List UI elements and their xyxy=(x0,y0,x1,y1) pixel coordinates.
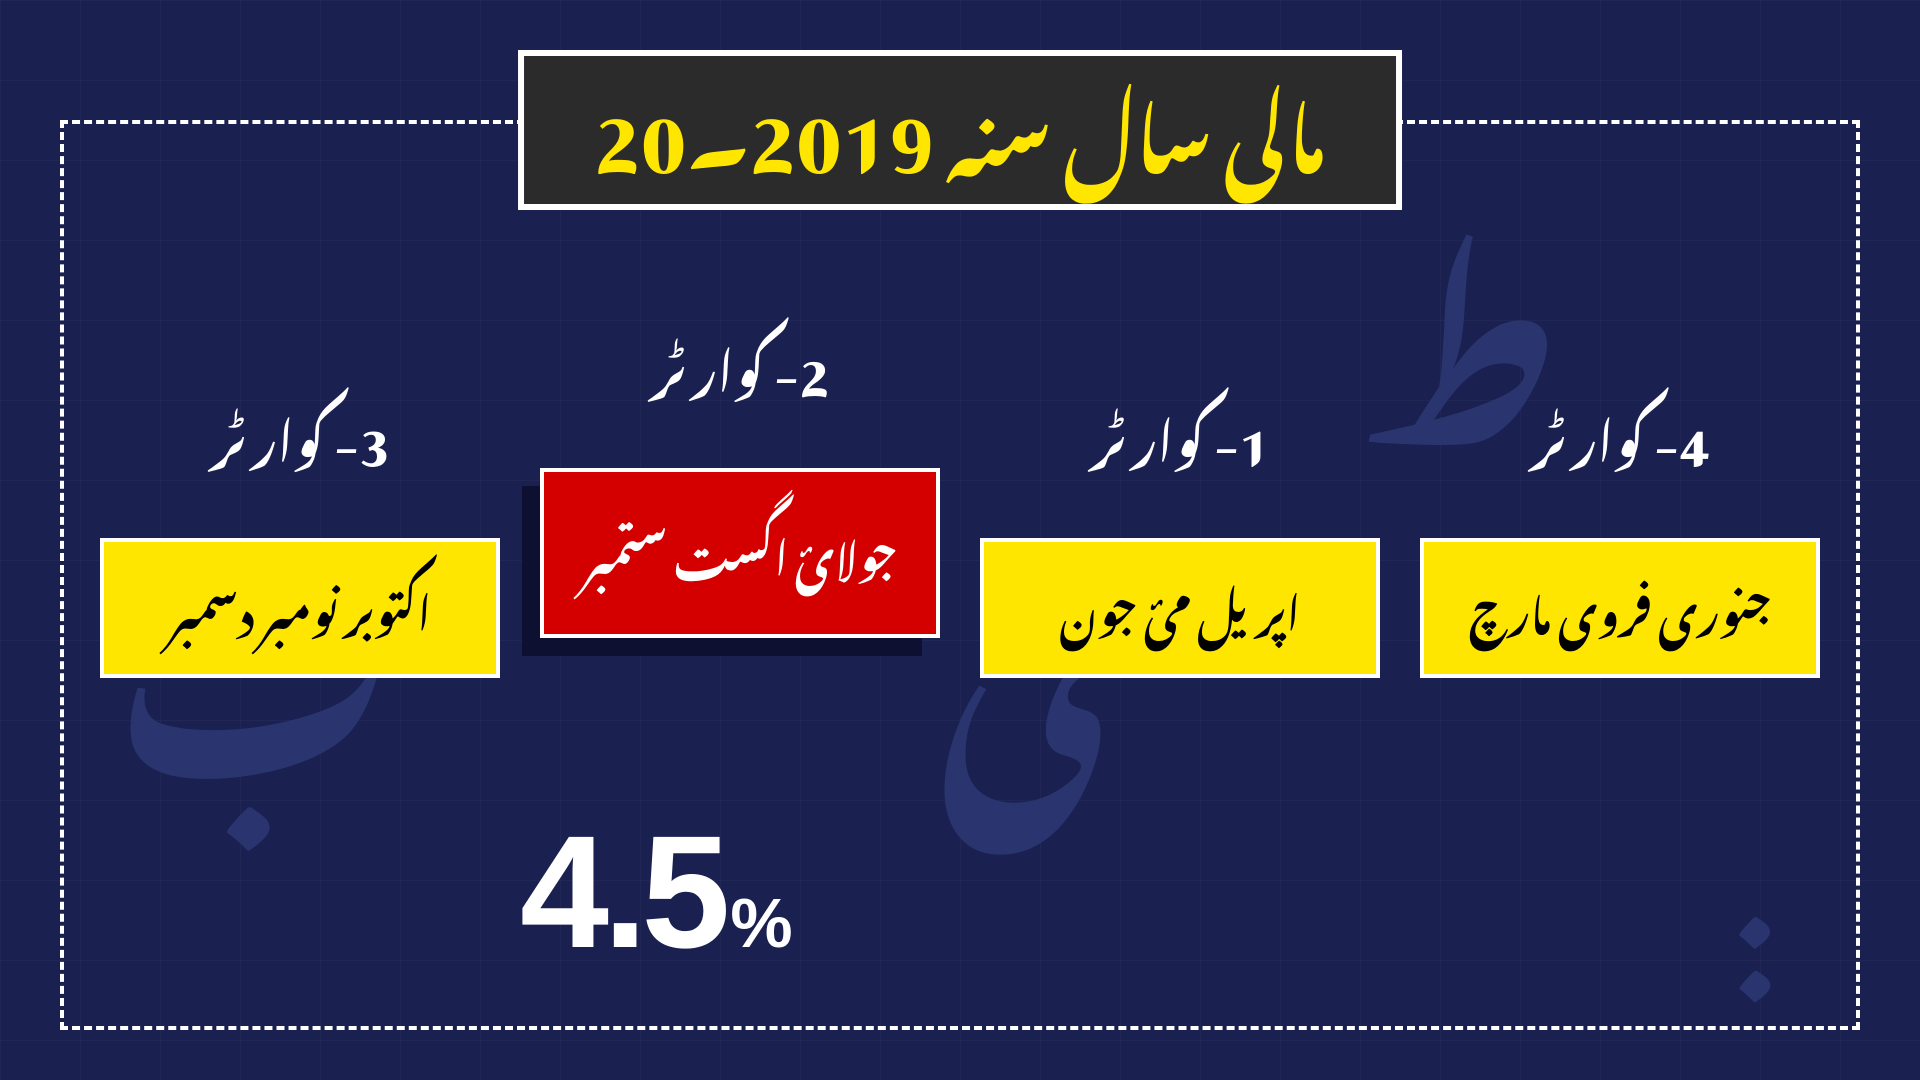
value-number: 4.5 xyxy=(520,802,724,981)
highlighted-value: 4.5% xyxy=(520,800,793,984)
quarter-months-box: اپریل مئ جون xyxy=(980,538,1380,678)
title-box: مالی سال سنہ 2019۔20 xyxy=(518,50,1402,210)
quarters-row: 3- کوارٹر اکتوبر نومبر دسمبر 2- کوارٹر ج… xyxy=(100,400,1820,678)
quarter-months-box: جنوری فروی مارچ xyxy=(1420,538,1820,678)
quarter-4: 4- کوارٹر جنوری فروی مارچ xyxy=(1420,400,1820,678)
value-suffix: % xyxy=(730,884,792,962)
quarter-label: 4- کوارٹر xyxy=(1531,400,1710,468)
quarter-1: 1- کوارٹر اپریل مئ جون xyxy=(980,400,1380,678)
page-title: مالی سال سنہ 2019۔20 xyxy=(594,74,1326,170)
quarter-label: 3- کوارٹر xyxy=(211,400,390,468)
quarter-label: 2- کوارٹر xyxy=(651,330,830,398)
quarter-months-box: اکتوبر نومبر دسمبر xyxy=(100,538,500,678)
quarter-3: 3- کوارٹر اکتوبر نومبر دسمبر xyxy=(100,400,500,678)
quarter-2-highlighted: 2- کوارٹر جولائ اگست ستمبر xyxy=(540,400,940,678)
quarter-months-box: جولائ اگست ستمبر xyxy=(540,468,940,638)
quarter-label: 1- کوارٹر xyxy=(1091,400,1270,468)
